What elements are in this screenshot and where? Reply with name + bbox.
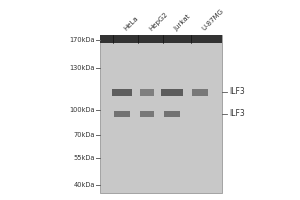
Bar: [161, 88, 183, 96]
Text: U-87MG: U-87MG: [201, 8, 225, 32]
Text: 170kDa: 170kDa: [69, 37, 95, 43]
Text: HeLa: HeLa: [123, 15, 140, 32]
Text: Jurkat: Jurkat: [173, 13, 192, 32]
Bar: [140, 111, 154, 117]
Text: HepG2: HepG2: [148, 11, 169, 32]
Bar: [112, 88, 132, 96]
Bar: [164, 111, 180, 117]
Bar: [100, 35, 222, 43]
Text: 100kDa: 100kDa: [69, 107, 95, 113]
Text: 55kDa: 55kDa: [74, 155, 95, 161]
Text: ILF3: ILF3: [229, 110, 245, 118]
Text: 40kDa: 40kDa: [74, 182, 95, 188]
Bar: [100, 35, 222, 193]
Bar: [140, 88, 154, 96]
Bar: [192, 88, 208, 96]
Bar: [114, 111, 130, 117]
Text: 130kDa: 130kDa: [70, 65, 95, 71]
Text: 70kDa: 70kDa: [74, 132, 95, 138]
Text: ILF3: ILF3: [229, 88, 245, 97]
